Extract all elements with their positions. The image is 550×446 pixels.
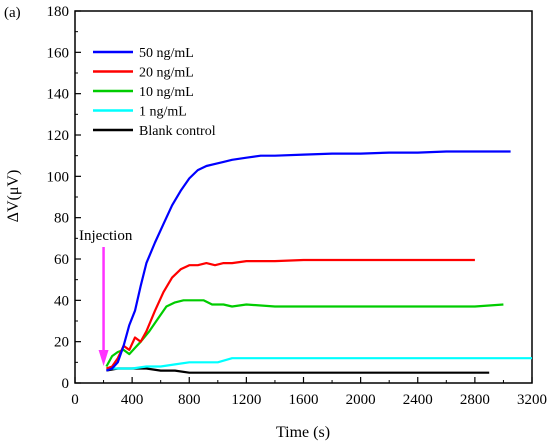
x-tick-label: 2400 xyxy=(403,392,433,408)
x-tick-label: 0 xyxy=(71,392,79,408)
y-tick-label: 140 xyxy=(47,87,70,103)
x-tick-label: 2800 xyxy=(460,392,490,408)
panel-label: (a) xyxy=(4,5,21,21)
x-axis-ticks: 0 400 800 1200 1600 2000 2400 2800 3200 xyxy=(71,377,547,408)
series-line xyxy=(105,299,504,368)
series-line xyxy=(106,357,532,370)
y-tick-label: 60 xyxy=(54,252,69,268)
x-axis-title: Time (s) xyxy=(276,424,330,441)
series-line xyxy=(106,367,490,374)
series-line xyxy=(106,150,511,372)
injection-label: Injection xyxy=(79,228,133,244)
y-tick-label: 80 xyxy=(54,211,69,227)
y-tick-label: 0 xyxy=(62,376,70,392)
y-tick-label: 120 xyxy=(47,128,70,144)
x-tick-label: 400 xyxy=(121,392,144,408)
legend-label: 10 ng/mL xyxy=(139,85,194,100)
legend-label: Blank control xyxy=(139,124,216,139)
series-layer xyxy=(105,150,532,374)
y-tick-label: 180 xyxy=(47,4,70,20)
x-tick-label: 1200 xyxy=(231,392,261,408)
legend-label: 1 ng/mL xyxy=(139,105,187,120)
y-axis-title: ΔV(μV) xyxy=(5,170,22,223)
y-tick-label: 100 xyxy=(47,169,70,185)
x-tick-label: 1600 xyxy=(289,392,319,408)
legend-label: 20 ng/mL xyxy=(139,66,194,81)
legend: 50 ng/mL 20 ng/mL 10 ng/mL 1 ng/mL Blank con… xyxy=(93,46,216,139)
legend-label: 50 ng/mL xyxy=(139,46,194,61)
y-axis-ticks: 0 20 40 60 80 100 120 140 160 180 xyxy=(47,4,81,392)
injection-arrowhead xyxy=(98,350,109,366)
series-line xyxy=(106,258,475,370)
y-tick-label: 40 xyxy=(54,293,69,309)
injection-annotation: Injection xyxy=(79,228,133,366)
x-tick-label: 800 xyxy=(178,392,201,408)
y-tick-label: 160 xyxy=(47,45,70,61)
x-tick-label: 3200 xyxy=(517,392,547,408)
y-tick-label: 20 xyxy=(54,335,69,351)
x-tick-label: 2000 xyxy=(346,392,376,408)
